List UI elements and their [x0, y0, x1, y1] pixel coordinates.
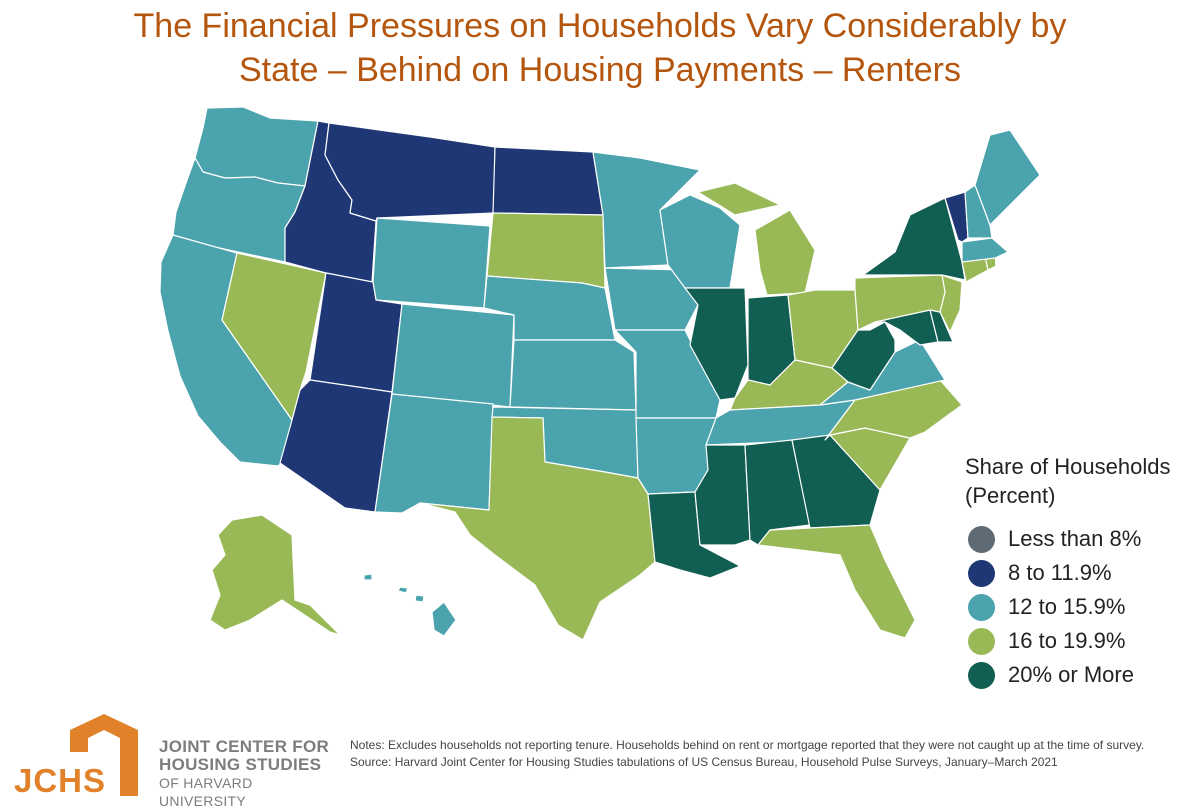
jchs-logo: JCHS JOINT CENTER FOR HOUSING STUDIES OF…	[14, 712, 334, 809]
legend-label: 8 to 11.9%	[1008, 560, 1112, 585]
state-hi	[363, 573, 457, 637]
logo-wordmark: JOINT CENTER FOR HOUSING STUDIES OF HARV…	[159, 738, 334, 810]
legend-swatch	[968, 661, 995, 689]
map-notes: Notes: Excludes households not reporting…	[350, 737, 1180, 771]
state-wi	[659, 194, 741, 289]
state-pa	[854, 274, 946, 331]
legend-item-20-or-more: 20% or More	[965, 658, 1200, 692]
legend-title-line-1: Share of Households	[965, 454, 1171, 479]
legend-item-less-than-8: Less than 8%	[965, 522, 1200, 556]
legend-item-12-to-15-9: 12 to 15.9%	[965, 590, 1200, 624]
state-ny	[862, 197, 966, 281]
legend-label: 12 to 15.9%	[1008, 594, 1126, 619]
house-icon	[70, 714, 138, 796]
legend-item-8-to-11-9: 8 to 11.9%	[965, 556, 1200, 590]
state-wy	[372, 217, 491, 309]
map-title: The Financial Pressures on Households Va…	[0, 4, 1200, 92]
state-ks	[509, 339, 637, 411]
title-line-1: The Financial Pressures on Households Va…	[133, 7, 1067, 45]
legend-label: 20% or More	[1008, 662, 1134, 687]
legend-swatch	[968, 525, 995, 553]
legend-title: Share of Households (Percent)	[965, 452, 1200, 510]
state-nd	[492, 146, 604, 216]
state-me	[974, 129, 1041, 226]
state-ma	[961, 237, 1009, 263]
title-line-2: State – Behind on Housing Payments – Ren…	[239, 51, 961, 89]
map-legend: Share of Households (Percent) Less than …	[965, 452, 1200, 692]
state-co	[391, 303, 515, 408]
legend-item-16-to-19-9: 16 to 19.9%	[965, 624, 1200, 658]
state-mt	[324, 122, 496, 222]
logo-line-2: HOUSING STUDIES	[159, 755, 322, 774]
legend-label: 16 to 19.9%	[1008, 628, 1126, 653]
logo-line-1: JOINT CENTER FOR	[159, 737, 330, 756]
legend-swatch	[968, 627, 995, 655]
state-az	[279, 379, 393, 513]
state-fl	[757, 524, 916, 639]
source-text: Source: Harvard Joint Center for Housing…	[350, 755, 1058, 769]
state-ak	[209, 514, 341, 636]
state-wv	[831, 321, 896, 391]
state-vt	[944, 191, 969, 243]
state-nm	[374, 393, 494, 514]
state-ga	[791, 434, 881, 529]
state-tx	[419, 416, 656, 641]
state-il	[684, 287, 749, 401]
logo-line-3: OF HARVARD UNIVERSITY	[159, 775, 253, 809]
state-nh	[964, 184, 993, 239]
legend-swatch	[968, 559, 995, 587]
legend-label: Less than 8%	[1008, 526, 1142, 551]
logo-letters: JCHS	[14, 762, 107, 799]
legend-swatch	[968, 593, 995, 621]
notes-text: Notes: Excludes households not reporting…	[350, 738, 1145, 752]
legend-title-line-2: (Percent)	[965, 483, 1056, 508]
state-wa	[194, 106, 319, 187]
